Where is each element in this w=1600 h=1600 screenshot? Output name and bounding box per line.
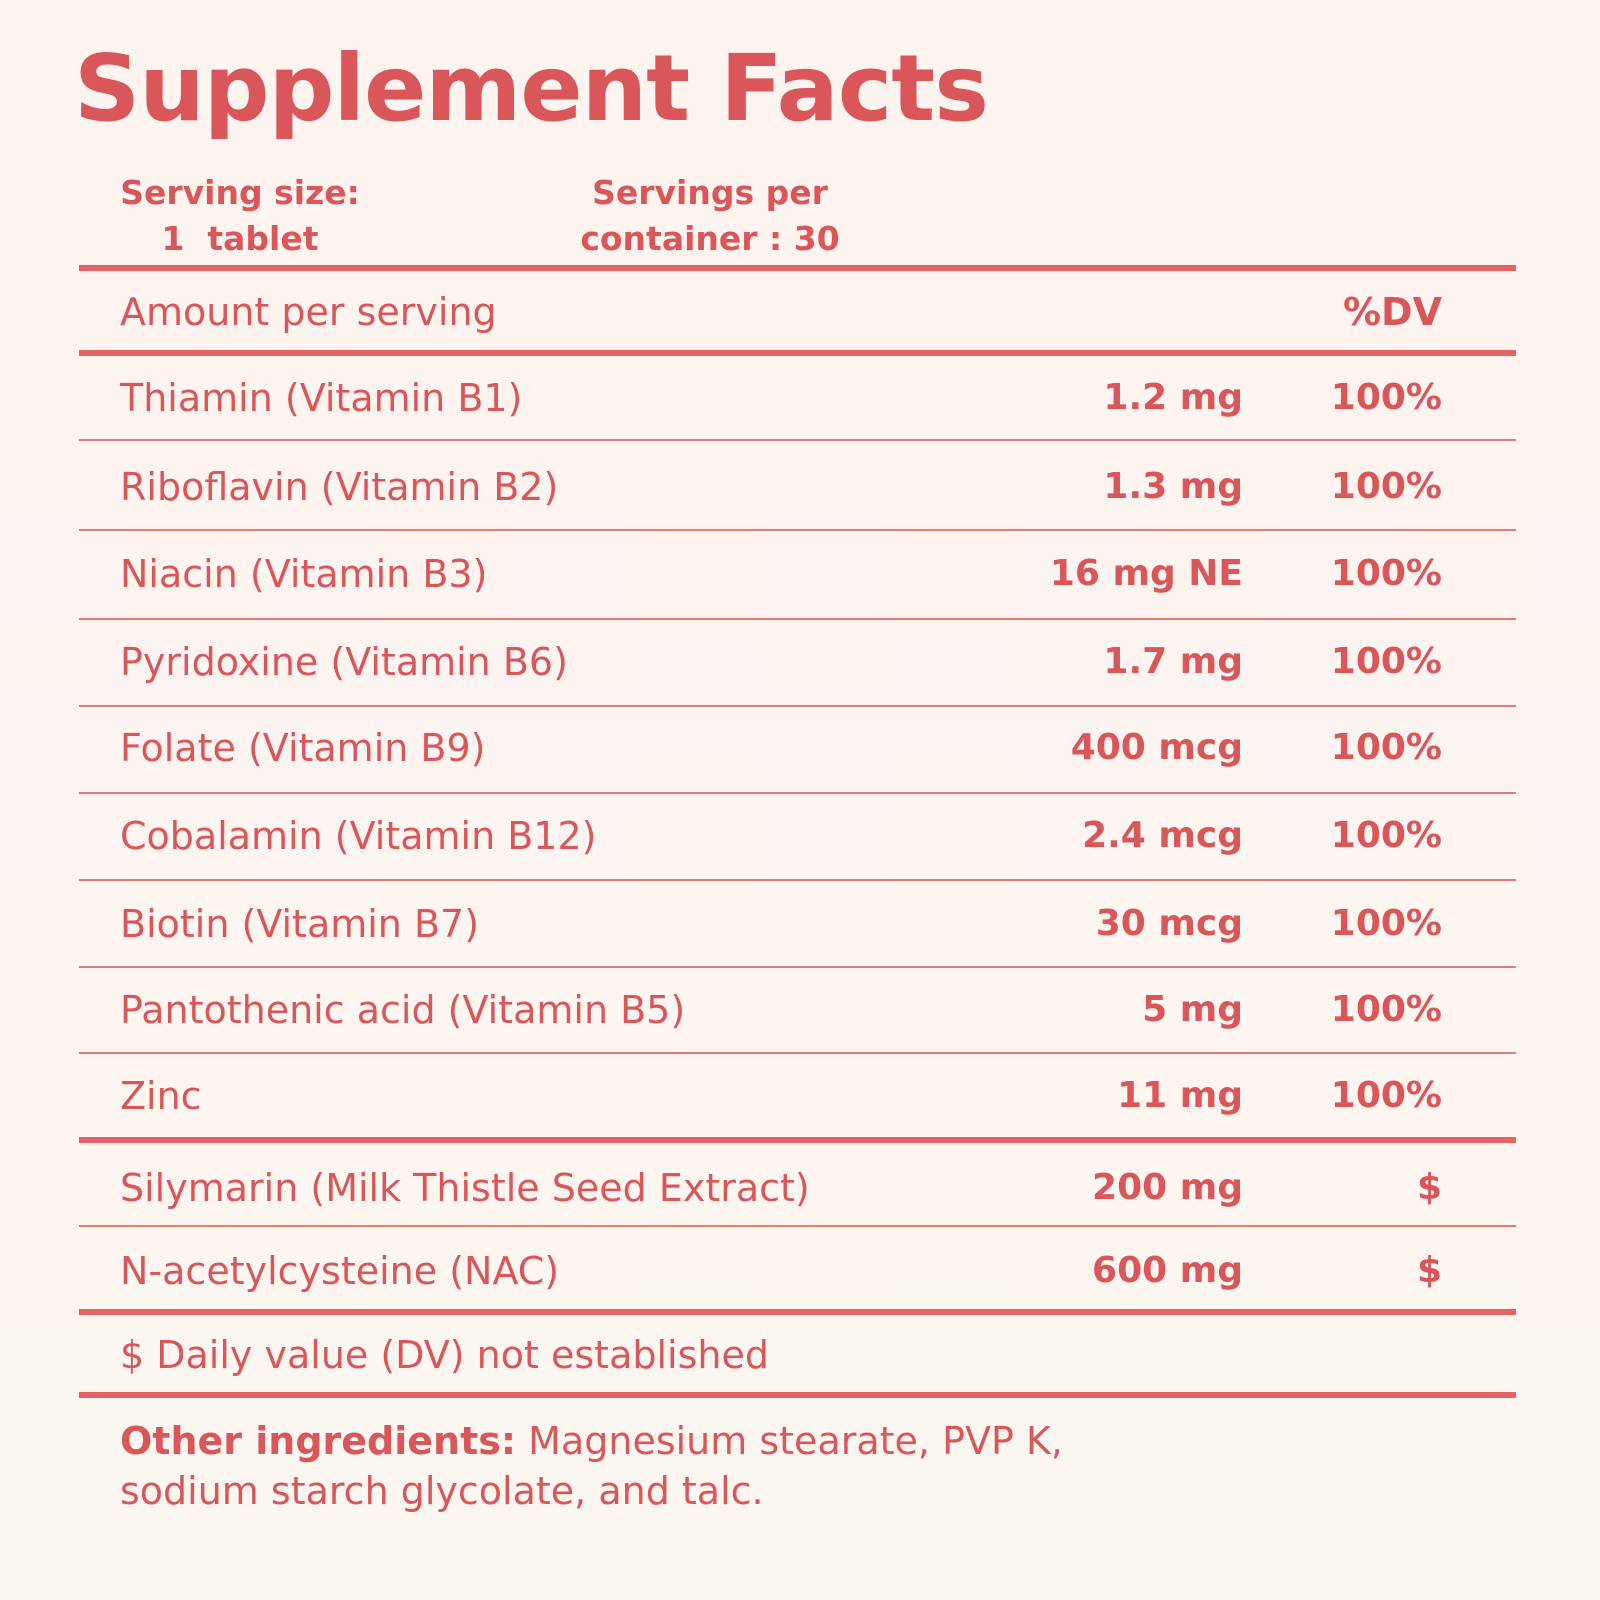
divider-thin bbox=[79, 792, 1516, 794]
divider-thick bbox=[79, 1309, 1516, 1315]
nutrient-name: Thiamin (Vitamin B1) bbox=[120, 376, 523, 420]
nutrient-dv: 100% bbox=[1330, 641, 1442, 682]
ingredient-dv: $ bbox=[1416, 1167, 1442, 1208]
nutrient-dv: 100% bbox=[1330, 1075, 1442, 1116]
table-row: Biotin (Vitamin B7) 30 mcg 100% bbox=[0, 894, 1600, 954]
table-row: Zinc 11 mg 100% bbox=[0, 1066, 1600, 1126]
table-row: Silymarin (Milk Thistle Seed Extract) 20… bbox=[0, 1158, 1600, 1218]
nutrient-amount: 16 mg NE bbox=[1049, 553, 1243, 594]
nutrient-dv: 100% bbox=[1330, 553, 1442, 594]
nutrient-amount: 1.2 mg bbox=[1103, 377, 1243, 418]
nutrient-amount: 5 mg bbox=[1142, 989, 1243, 1030]
other-ingredients-label: Other ingredients: bbox=[120, 1419, 517, 1463]
nutrient-dv: 100% bbox=[1330, 989, 1442, 1030]
servings-per-container-value: container : 30 bbox=[580, 219, 840, 258]
nutrient-name: Cobalamin (Vitamin B12) bbox=[120, 814, 597, 858]
other-ingredients-text: Magnesium stearate, PVP K, sodium starch… bbox=[120, 1419, 1063, 1513]
nutrient-name: Niacin (Vitamin B3) bbox=[120, 552, 488, 596]
nutrient-name: Pyridoxine (Vitamin B6) bbox=[120, 640, 568, 684]
divider-thick bbox=[79, 1392, 1516, 1398]
nutrient-name: Pantothenic acid (Vitamin B5) bbox=[120, 988, 686, 1032]
amount-per-serving-label: Amount per serving bbox=[120, 290, 497, 334]
servings-per-container-label: Servings per bbox=[592, 173, 828, 212]
page-title: Supplement Facts bbox=[74, 35, 989, 142]
divider-thick bbox=[79, 1137, 1516, 1143]
table-row: Cobalamin (Vitamin B12) 2.4 mcg 100% bbox=[0, 806, 1600, 866]
nutrient-amount: 30 mcg bbox=[1095, 903, 1243, 944]
ingredient-amount: 200 mg bbox=[1092, 1167, 1243, 1208]
nutrient-dv: 100% bbox=[1330, 815, 1442, 856]
other-ingredients: Other ingredients: Magnesium stearate, P… bbox=[120, 1416, 1120, 1516]
serving-size-label: Serving size: bbox=[120, 173, 360, 212]
divider-thick bbox=[79, 350, 1516, 356]
nutrient-amount: 400 mcg bbox=[1070, 727, 1243, 768]
nutrient-amount: 11 mg bbox=[1117, 1075, 1243, 1116]
servings-per-container: Servings per container : 30 bbox=[560, 170, 860, 262]
nutrient-dv: 100% bbox=[1330, 377, 1442, 418]
divider-thin bbox=[79, 705, 1516, 707]
serving-size-value: 1 tablet bbox=[161, 219, 319, 258]
divider-thin bbox=[79, 618, 1516, 620]
ingredient-name: N-acetylcysteine (NAC) bbox=[120, 1249, 560, 1293]
divider-thin bbox=[79, 439, 1516, 441]
table-row: Thiamin (Vitamin B1) 1.2 mg 100% bbox=[0, 368, 1600, 428]
nutrient-amount: 1.3 mg bbox=[1103, 466, 1243, 507]
table-row: N-acetylcysteine (NAC) 600 mg $ bbox=[0, 1241, 1600, 1301]
nutrient-name: Folate (Vitamin B9) bbox=[120, 726, 486, 770]
nutrient-name: Biotin (Vitamin B7) bbox=[120, 902, 480, 946]
ingredient-name: Silymarin (Milk Thistle Seed Extract) bbox=[120, 1166, 810, 1210]
nutrient-name: Zinc bbox=[120, 1074, 202, 1118]
table-header-row: Amount per serving %DV bbox=[0, 282, 1600, 342]
nutrient-dv: 100% bbox=[1330, 903, 1442, 944]
table-row: Pyridoxine (Vitamin B6) 1.7 mg 100% bbox=[0, 632, 1600, 692]
table-row: Folate (Vitamin B9) 400 mcg 100% bbox=[0, 718, 1600, 778]
dv-footnote: $ Daily value (DV) not established bbox=[120, 1333, 769, 1377]
table-row: Pantothenic acid (Vitamin B5) 5 mg 100% bbox=[0, 980, 1600, 1040]
divider-thin bbox=[79, 1052, 1516, 1054]
divider-thin bbox=[79, 1225, 1516, 1227]
dv-header-label: %DV bbox=[1342, 290, 1442, 334]
table-row: Niacin (Vitamin B3) 16 mg NE 100% bbox=[0, 544, 1600, 604]
nutrient-name: Riboflavin (Vitamin B2) bbox=[120, 465, 559, 509]
nutrient-dv: 100% bbox=[1330, 727, 1442, 768]
divider-thin bbox=[79, 966, 1516, 968]
nutrient-amount: 1.7 mg bbox=[1103, 641, 1243, 682]
ingredient-dv: $ bbox=[1416, 1250, 1442, 1291]
ingredient-amount: 600 mg bbox=[1092, 1250, 1243, 1291]
divider-thin bbox=[79, 879, 1516, 881]
nutrient-dv: 100% bbox=[1330, 466, 1442, 507]
table-row: Riboflavin (Vitamin B2) 1.3 mg 100% bbox=[0, 457, 1600, 517]
divider-thin bbox=[79, 529, 1516, 531]
serving-size: Serving size: 1 tablet bbox=[120, 170, 360, 262]
nutrient-amount: 2.4 mcg bbox=[1082, 815, 1243, 856]
divider-thick bbox=[79, 265, 1516, 271]
